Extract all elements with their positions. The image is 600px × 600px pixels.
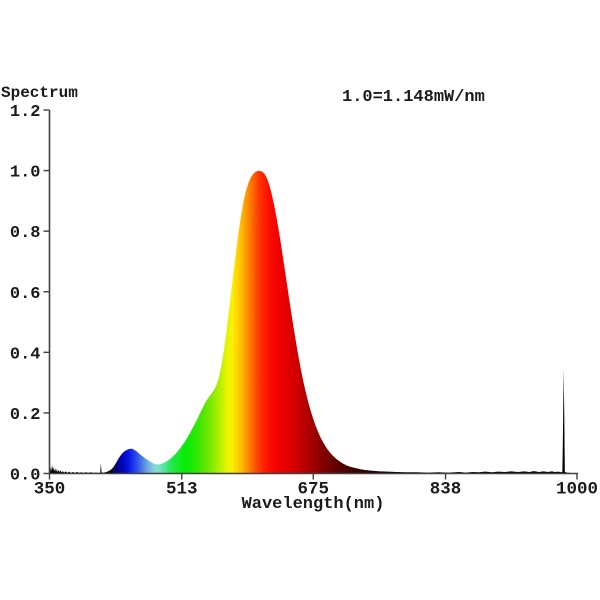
y-tick-label: 0.2 — [10, 406, 41, 425]
y-tick-label: 1.2 — [10, 103, 41, 122]
x-tick-label: 1000 — [556, 480, 598, 500]
calibration-label: 1.0=1.148mW/nm — [342, 88, 485, 107]
y-tick-label: 0.0 — [10, 467, 41, 486]
y-tick-label: 0.4 — [10, 345, 41, 364]
x-tick-label: 350 — [34, 480, 66, 500]
chart-title: Spectrum — [1, 84, 78, 102]
x-tick-label: 838 — [430, 480, 462, 500]
y-tick-label: 0.6 — [10, 285, 41, 304]
spectrum-area — [49, 170, 577, 474]
y-tick-label: 1.0 — [10, 164, 41, 183]
x-tick-label: 675 — [297, 480, 329, 500]
y-tick-label: 0.8 — [10, 224, 41, 243]
x-tick-label: 513 — [166, 480, 198, 500]
x-axis-title: Wavelength(nm) — [241, 495, 385, 514]
